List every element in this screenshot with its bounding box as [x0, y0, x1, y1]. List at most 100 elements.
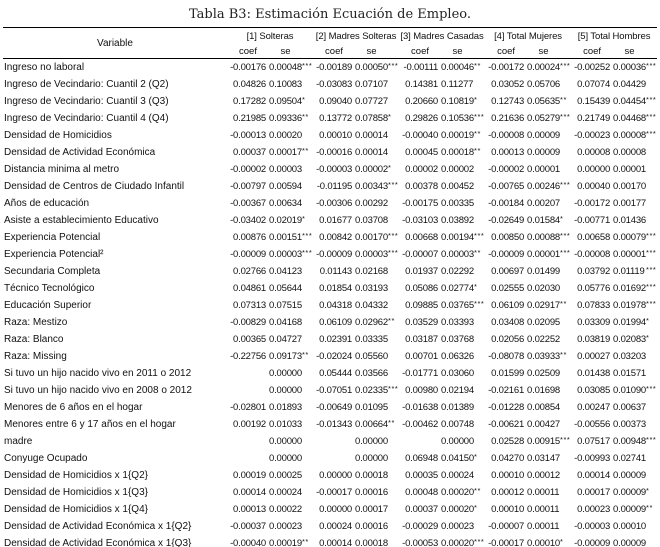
table-row: Raza: Mestizo -0.00829 0.04168 0.06109 0.029… — [3, 314, 657, 331]
significance-stars: * — [388, 112, 392, 121]
significance-stars: ** — [302, 146, 309, 155]
coef-cell: 0.01143 — [319, 266, 353, 277]
significance-stars — [560, 382, 571, 399]
coef-header: coef — [227, 44, 269, 59]
significance-stars — [474, 416, 485, 433]
se-cell: 0.03892 — [441, 215, 474, 226]
se-header: se — [441, 44, 475, 59]
coef-cell — [313, 433, 355, 450]
significance-stars — [646, 518, 657, 535]
coef-cell: 0.00192 — [233, 419, 266, 430]
se-cell: 0.00050 — [355, 62, 388, 73]
se-cell: 0.02774 — [441, 283, 474, 294]
se-cell: 0.00427 — [527, 419, 560, 430]
significance-stars: * — [560, 214, 564, 223]
se-cell: 0.07107 — [355, 79, 388, 90]
se-cell: 0.00009 — [527, 130, 560, 141]
coef-cell: 0.00014 — [577, 470, 611, 481]
se-cell: 0.00008 — [613, 147, 646, 158]
coef-cell: 0.00035 — [405, 470, 439, 481]
se-cell: 0.00009 — [613, 538, 646, 547]
variable-cell: Ingreso de Vecindario: Cuantil 2 (Q2) — [4, 79, 169, 90]
coef-cell: 0.17282 — [233, 96, 266, 107]
se-cell: 0.00170 — [355, 232, 388, 243]
coef-cell: -0.00176 — [230, 62, 266, 73]
coef-cell: 0.04318 — [319, 300, 353, 311]
coef-cell: 0.03085 — [577, 385, 611, 396]
coef-cell: -0.00172 — [574, 198, 611, 209]
table-row: Educación Superior 0.07313 0.07515 0.04318 0… — [3, 297, 657, 314]
coef-cell: -0.00009 — [230, 249, 266, 260]
se-cell: 0.00003 — [269, 249, 302, 260]
se-cell: 0.00048 — [269, 62, 302, 73]
significance-stars: *** — [646, 299, 657, 308]
significance-stars: *** — [560, 248, 571, 257]
coef-cell: 0.00010 — [491, 470, 525, 481]
se-cell: 0.00001 — [527, 249, 560, 260]
se-cell: 0.00020 — [441, 504, 474, 515]
variable-cell: Experiencia Potencial² — [4, 249, 104, 260]
variable-cell: Menores de 6 años en el hogar — [4, 402, 143, 413]
coef-cell: 0.00850 — [491, 232, 525, 243]
se-cell: 0.04468 — [613, 113, 646, 124]
significance-stars: *** — [646, 435, 657, 444]
coef-cell: 0.03819 — [577, 334, 611, 345]
se-cell: 0.03193 — [355, 283, 388, 294]
significance-stars — [388, 484, 399, 501]
significance-stars: *** — [646, 61, 657, 70]
table-row: Secundaria Completa 0.02766 0.04123 0.01143… — [3, 263, 657, 280]
coef-cell: 0.02056 — [491, 334, 525, 345]
variable-cell: Experiencia Potencial — [4, 232, 101, 243]
table-row: Años de educación -0.00367 0.00634 -0.00306… — [3, 195, 657, 212]
se-cell: 0.03203 — [613, 351, 646, 362]
significance-stars: ** — [560, 299, 567, 308]
coef-cell: 0.07517 — [577, 436, 611, 447]
se-cell: 0.02917 — [527, 300, 560, 311]
table-row: Densidad de Homicidios x 1{Q2} 0.00019 0.0… — [3, 467, 657, 484]
coef-cell: -0.03103 — [402, 215, 439, 226]
se-cell: 0.11277 — [441, 79, 474, 90]
coef-cell: -0.00040 — [402, 130, 439, 141]
coef-cell — [227, 365, 269, 382]
coef-cell: 0.02528 — [491, 436, 525, 447]
coef-cell: -0.00029 — [402, 521, 439, 532]
se-cell: 0.00194 — [441, 232, 474, 243]
coef-cell: 0.21985 — [233, 113, 266, 124]
coef-cell: 0.00012 — [491, 487, 525, 498]
table-row: Densidad de Homicidios -0.00013 0.00020 0.0… — [3, 127, 657, 144]
variable-cell: madre — [4, 436, 33, 447]
se-cell: 0.02168 — [355, 266, 388, 277]
coef-cell: -0.01638 — [402, 402, 439, 413]
significance-stars — [302, 76, 313, 93]
significance-stars — [388, 127, 399, 144]
se-cell: 0.00009 — [613, 487, 646, 498]
coef-header: coef — [571, 44, 614, 59]
se-cell: 0.01893 — [269, 402, 302, 413]
se-cell: 0.00020 — [269, 130, 302, 141]
significance-stars — [646, 365, 657, 382]
coef-cell: 0.00023 — [577, 504, 611, 515]
se-cell: 0.00207 — [527, 198, 560, 209]
significance-stars: *** — [560, 231, 571, 240]
significance-stars — [560, 127, 571, 144]
se-cell: 0.00009 — [613, 504, 646, 515]
variable-cell: Ingreso de Vecindario: Cuantil 4 (Q4) — [4, 113, 169, 124]
significance-stars: *** — [388, 231, 399, 240]
table-row: Densidad de Homicidios x 1{Q4} 0.00013 0.0… — [3, 501, 657, 518]
significance-stars — [302, 127, 313, 144]
variable-cell: Años de educación — [4, 198, 90, 209]
se-cell: 0.06326 — [441, 351, 474, 362]
sig-header-spacer — [646, 44, 658, 59]
significance-stars — [560, 518, 571, 535]
table-row: Densidad de Actividad Económica x 1{Q3} -… — [3, 535, 657, 547]
coef-cell: 0.05086 — [405, 283, 439, 294]
significance-stars — [302, 365, 313, 382]
table-row: Asiste a establecimiento Educativo -0.034… — [3, 212, 657, 229]
variable-cell: Técnico Tecnológico — [4, 283, 95, 294]
coef-cell: 0.00002 — [405, 164, 439, 175]
coef-cell: 0.00037 — [233, 147, 266, 158]
coef-cell: 0.00013 — [491, 147, 525, 158]
significance-stars: *** — [302, 61, 313, 70]
coef-cell: 0.20660 — [405, 96, 439, 107]
significance-stars — [302, 178, 313, 195]
